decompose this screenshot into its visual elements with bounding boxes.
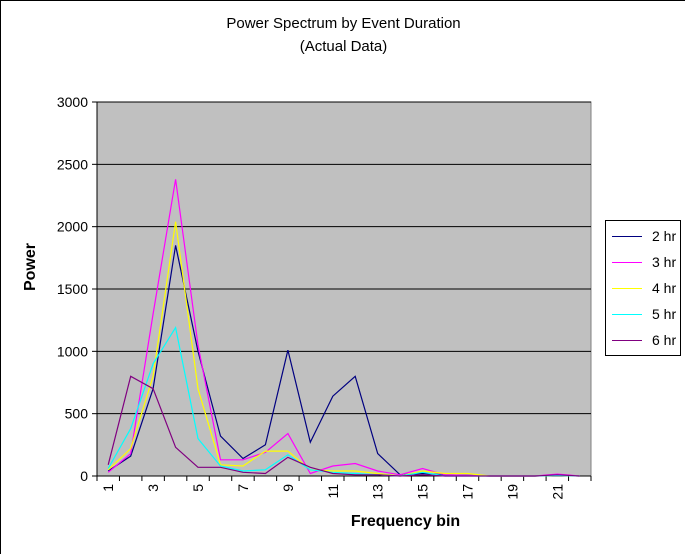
y-axis-title: Power	[22, 242, 39, 291]
x-tick-label: 3	[145, 484, 161, 492]
y-tick-label: 3000	[57, 94, 88, 110]
legend-swatch	[612, 314, 642, 315]
y-tick-label: 1500	[57, 281, 88, 297]
legend-swatch	[612, 262, 642, 263]
legend: 2 hr 3 hr 4 hr 5 hr 6 hr	[605, 220, 681, 356]
x-tick-label: 9	[280, 484, 296, 492]
x-tick-label: 21	[549, 484, 565, 500]
series-line-6hr	[107, 375, 580, 477]
x-tick-label: 13	[370, 484, 386, 500]
y-tick-label: 2500	[57, 156, 88, 172]
legend-item: 6 hr	[606, 330, 682, 350]
x-axis-title: Frequency bin	[350, 513, 461, 530]
y-tick-label: 500	[65, 406, 89, 422]
legend-swatch	[612, 236, 642, 237]
legend-item: 2 hr	[606, 226, 682, 246]
x-tick-label: 17	[460, 484, 476, 500]
legend-item: 3 hr	[606, 252, 682, 272]
legend-item: 5 hr	[606, 304, 682, 324]
x-tick-label: 11	[325, 484, 341, 499]
x-tick-label: 5	[190, 484, 206, 492]
legend-label: 2 hr	[652, 228, 677, 244]
legend-swatch	[612, 288, 642, 289]
legend-item: 4 hr	[606, 278, 682, 298]
chart-title: Power Spectrum by Event Duration	[226, 15, 461, 32]
x-tick-label: 7	[235, 484, 251, 492]
legend-label: 6 hr	[652, 332, 677, 348]
x-tick-label: 19	[504, 484, 520, 500]
legend-label: 4 hr	[652, 280, 677, 296]
legend-label: 3 hr	[652, 254, 677, 270]
x-tick-label: 15	[415, 484, 431, 500]
legend-swatch	[612, 340, 642, 341]
y-tick-label: 1000	[57, 343, 88, 359]
x-tick-label: 1	[100, 484, 116, 492]
y-tick-label: 2000	[57, 219, 88, 235]
legend-label: 5 hr	[652, 306, 677, 322]
y-tick-label: 0	[80, 468, 88, 484]
chart-subtitle: (Actual Data)	[299, 38, 388, 55]
